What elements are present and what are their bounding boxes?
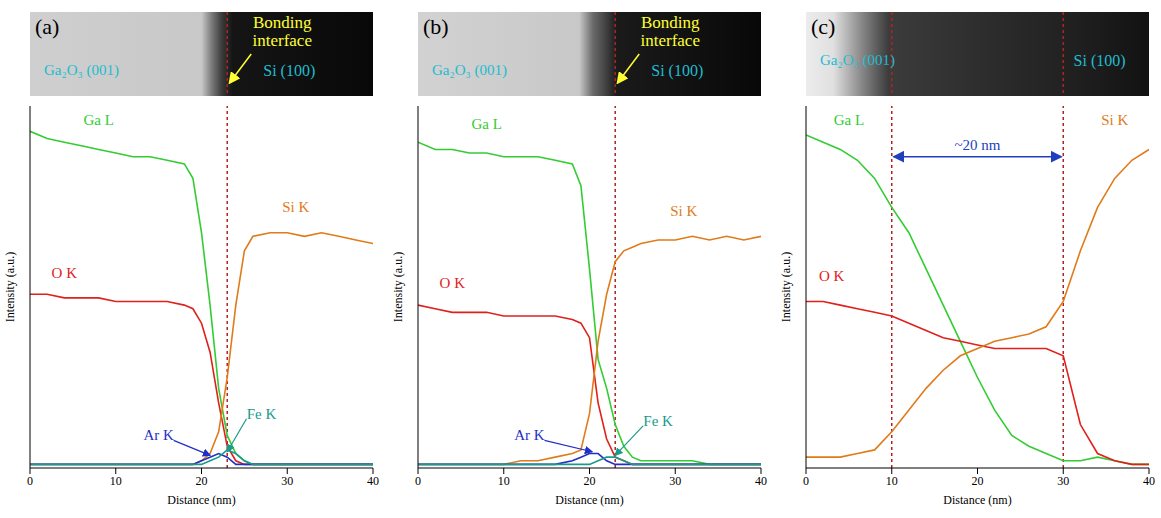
html-text:Bonding interface: Bonding interface: [640, 13, 700, 50]
html-text:Si (100): Si (100): [263, 62, 316, 79]
svg-text:~20 nm: ~20 nm: [954, 137, 1000, 153]
svg-text:Ga L: Ga L: [83, 112, 113, 128]
html-text:(b): (b): [423, 14, 449, 39]
svg-text:Ar K: Ar K: [143, 427, 174, 443]
svg-text:30: 30: [281, 474, 293, 488]
svg-text:40: 40: [755, 474, 767, 488]
svg-text:30: 30: [669, 474, 681, 488]
svg-text:Intensity (a.u.): Intensity (a.u.): [779, 252, 793, 322]
svg-text:10: 10: [110, 474, 122, 488]
svg-text:10: 10: [498, 474, 510, 488]
svg-text:O K: O K: [819, 268, 845, 284]
svg-text:Intensity (a.u.): Intensity (a.u.): [3, 252, 17, 322]
svg-text:Ga L: Ga L: [834, 112, 864, 128]
svg-text:0: 0: [415, 474, 421, 488]
svg-text:40: 40: [367, 474, 379, 488]
svg-text:30: 30: [1057, 474, 1069, 488]
html-text:Ga₂O₃ (001): Ga₂O₃ (001): [820, 52, 895, 68]
svg-text:Distance (nm): Distance (nm): [167, 493, 235, 507]
html-text:Si (100): Si (100): [651, 62, 704, 79]
svg-text:Ar K: Ar K: [514, 427, 545, 443]
html-text:Ga₂O₃ (001): Ga₂O₃ (001): [44, 62, 119, 78]
svg-text:Ga L: Ga L: [471, 116, 501, 132]
html-text:Si (100): Si (100): [1073, 52, 1126, 69]
svg-text:O K: O K: [440, 275, 466, 291]
html-text:Bonding interface: Bonding interface: [252, 13, 312, 50]
html-text:(a): (a): [35, 14, 60, 39]
html-text:(c): (c): [811, 14, 836, 39]
svg-text:Intensity (a.u.): Intensity (a.u.): [391, 252, 405, 322]
svg-text:40: 40: [1143, 474, 1155, 488]
svg-text:20: 20: [584, 474, 596, 488]
html-text:Ga₂O₃ (001): Ga₂O₃ (001): [432, 62, 507, 78]
svg-text:0: 0: [803, 474, 809, 488]
svg-text:Si K: Si K: [1101, 112, 1128, 128]
svg-text:0: 0: [27, 474, 33, 488]
svg-text:O K: O K: [52, 265, 78, 281]
svg-text:Si K: Si K: [670, 203, 697, 219]
svg-text:Distance (nm): Distance (nm): [943, 493, 1011, 507]
svg-text:Fe K: Fe K: [643, 413, 673, 429]
svg-text:Si K: Si K: [282, 199, 309, 215]
svg-text:Distance (nm): Distance (nm): [555, 493, 623, 507]
svg-text:10: 10: [886, 474, 898, 488]
svg-text:20: 20: [196, 474, 208, 488]
svg-text:Fe K: Fe K: [247, 406, 277, 422]
svg-text:20: 20: [972, 474, 984, 488]
